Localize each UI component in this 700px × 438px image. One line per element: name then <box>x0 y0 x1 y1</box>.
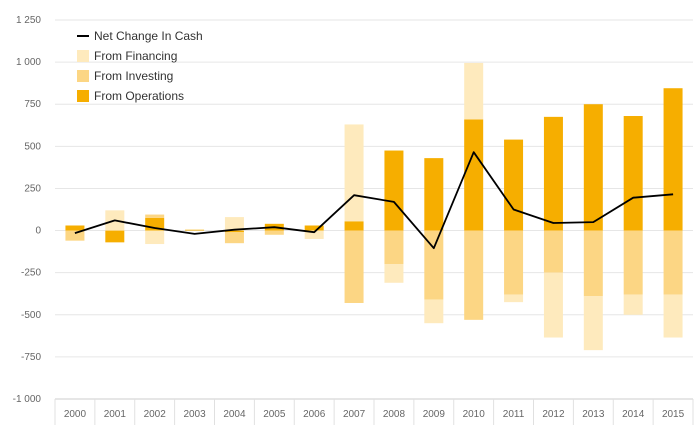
legend-swatch <box>77 90 89 102</box>
bar-from-operations <box>424 158 444 231</box>
bar-from-financing <box>543 272 563 338</box>
bar-from-operations <box>543 116 563 231</box>
bar-from-investing <box>65 230 85 241</box>
bar-from-operations <box>105 230 125 243</box>
legend: Net Change In Cash From Financing From Inv… <box>77 29 203 103</box>
y-tick-label: -1 000 <box>13 394 42 405</box>
bar-from-investing <box>663 230 683 295</box>
bar-from-operations <box>464 119 484 231</box>
x-axis: 2000 2001 2002 2003 2004 2005 2006 2007 2008 2009… <box>54 398 694 425</box>
y-tick-label: 500 <box>24 141 41 152</box>
legend-swatch <box>77 50 89 62</box>
net-change-line-layer <box>74 151 674 250</box>
x-tick-label: 2004 <box>223 409 246 420</box>
x-tick-label: 2008 <box>383 409 406 420</box>
bar-from-financing <box>384 264 404 283</box>
x-tick-label: 2010 <box>463 409 486 420</box>
bar-from-financing <box>344 124 364 222</box>
bar-from-operations <box>583 104 603 231</box>
x-tick-label: 2013 <box>582 409 605 420</box>
y-tick-label: 250 <box>24 183 41 194</box>
legend-label: From Financing <box>94 49 177 63</box>
bar-from-operations <box>623 116 643 231</box>
bar-from-investing <box>264 230 284 235</box>
bar-from-financing <box>623 294 643 315</box>
bar-from-operations <box>344 221 364 231</box>
legend-label: Net Change In Cash <box>94 29 203 43</box>
x-tick-label: 2014 <box>622 409 645 420</box>
bar-from-financing <box>663 294 683 338</box>
bar-from-operations <box>384 150 404 231</box>
bar-from-investing <box>504 230 524 295</box>
bar-from-financing <box>424 299 444 324</box>
x-tick-label: 2009 <box>423 409 446 420</box>
bar-from-financing <box>145 230 165 245</box>
y-tick-label: -500 <box>21 310 41 321</box>
x-tick-label: 2005 <box>263 409 286 420</box>
bar-from-investing <box>583 230 603 297</box>
bar-from-financing <box>583 296 603 351</box>
bar-from-investing <box>384 230 404 265</box>
bar-from-financing <box>224 217 244 231</box>
bar-from-operations <box>504 139 524 231</box>
x-tick-label: 2002 <box>144 409 167 420</box>
bar-from-financing <box>504 294 524 303</box>
x-tick-label: 2011 <box>503 409 525 420</box>
bar-from-investing <box>344 230 364 303</box>
bar-from-investing <box>424 230 444 300</box>
legend-swatch <box>77 70 89 82</box>
y-axis-ticks: -1 000 -750 -500 -250 0 250 500 750 1 000 1 250 <box>13 15 42 405</box>
legend-label: From Operations <box>94 89 184 103</box>
bar-from-financing <box>464 62 484 120</box>
x-tick-label: 2012 <box>542 409 565 420</box>
x-tick-label: 2007 <box>343 409 366 420</box>
x-tick-label: 2015 <box>662 409 685 420</box>
y-tick-label: 0 <box>35 226 41 237</box>
y-tick-label: 750 <box>24 99 41 110</box>
y-tick-label: 1 250 <box>16 15 41 26</box>
x-tick-label: 2000 <box>64 409 87 420</box>
bar-from-operations <box>65 225 85 231</box>
bar-from-investing <box>464 230 484 320</box>
y-tick-label: 1 000 <box>16 57 41 68</box>
legend-label: From Investing <box>94 69 173 83</box>
y-tick-label: -750 <box>21 352 41 363</box>
net-change-line <box>74 151 674 250</box>
x-tick-label: 2006 <box>303 409 326 420</box>
bar-series <box>65 62 683 351</box>
bar-from-operations <box>185 229 205 231</box>
bar-from-investing <box>145 214 165 218</box>
bar-from-investing <box>623 230 643 295</box>
grid-lines <box>55 19 693 400</box>
x-tick-label: 2003 <box>183 409 206 420</box>
y-tick-label: -250 <box>21 268 41 279</box>
bar-from-operations <box>304 225 324 231</box>
bar-from-financing <box>304 230 324 239</box>
bar-from-investing <box>543 230 563 273</box>
bar-from-operations <box>663 88 683 231</box>
x-tick-label: 2001 <box>104 409 127 420</box>
bar-from-operations <box>224 230 244 233</box>
bar-from-investing <box>224 232 244 244</box>
